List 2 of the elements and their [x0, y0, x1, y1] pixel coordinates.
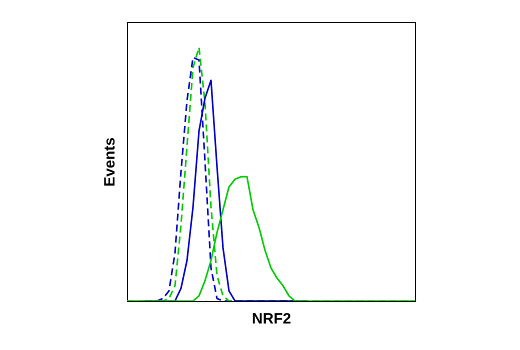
- x-axis-title: NRF2: [252, 310, 292, 328]
- y-axis-title: Events: [102, 137, 118, 187]
